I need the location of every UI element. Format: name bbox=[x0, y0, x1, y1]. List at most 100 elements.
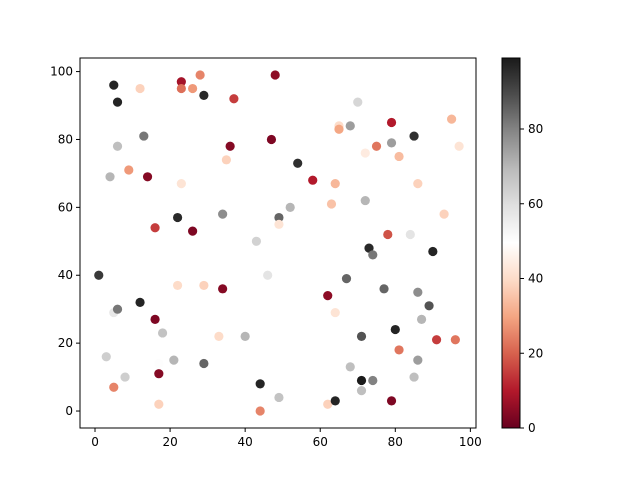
x-tick-label: 40 bbox=[238, 435, 253, 449]
plot-area: 0 20 40 60 80 100 0 20 40 60 80 100 bbox=[50, 57, 482, 449]
scatter-point bbox=[176, 77, 186, 87]
scatter-point bbox=[270, 70, 280, 80]
scatter-point bbox=[413, 287, 423, 297]
colorbar-frame bbox=[501, 57, 521, 429]
scatter-point bbox=[416, 314, 427, 324]
y-tick-label: 20 bbox=[58, 336, 73, 350]
scatter-point bbox=[120, 372, 130, 382]
scatter-point bbox=[326, 199, 337, 209]
scatter-point bbox=[195, 70, 205, 80]
y-tick-label: 0 bbox=[65, 404, 73, 418]
scatter-point bbox=[139, 131, 149, 141]
scatter-point bbox=[225, 141, 235, 151]
scatter-point bbox=[188, 83, 198, 94]
scatter-point bbox=[199, 280, 209, 291]
scatter-point bbox=[330, 178, 340, 189]
y-tick-label: 80 bbox=[58, 132, 73, 146]
scatter-point bbox=[255, 379, 265, 389]
scatter-point bbox=[424, 301, 434, 311]
scatter-point bbox=[176, 178, 186, 189]
scatter-point bbox=[274, 219, 284, 229]
scatter-point bbox=[368, 250, 378, 260]
scatter-point bbox=[323, 291, 333, 301]
scatter-point bbox=[172, 280, 183, 291]
scatter-point bbox=[274, 392, 284, 403]
scatter-point bbox=[221, 155, 231, 165]
scatter-point bbox=[124, 165, 134, 175]
scatter-point bbox=[218, 209, 228, 219]
scatter-point bbox=[112, 304, 123, 314]
scatter-point bbox=[308, 175, 318, 185]
y-tick-label: 60 bbox=[58, 200, 73, 214]
colorbar-tick-label: 60 bbox=[528, 197, 543, 211]
scatter-point bbox=[394, 345, 404, 355]
x-tick-label: 80 bbox=[388, 435, 403, 449]
scatter-point bbox=[386, 396, 397, 406]
scatter-point bbox=[154, 399, 164, 409]
scatter-point bbox=[150, 223, 160, 233]
scatter-point bbox=[105, 172, 115, 182]
x-tick-label: 20 bbox=[162, 435, 177, 449]
scatter-point bbox=[251, 236, 262, 246]
scatter-point bbox=[356, 375, 367, 386]
scatter-point bbox=[371, 141, 382, 151]
scatter-point bbox=[409, 372, 419, 382]
scatter-point bbox=[341, 274, 352, 284]
scatter-point bbox=[390, 324, 400, 335]
scatter-point bbox=[360, 195, 370, 206]
scatter-point bbox=[413, 178, 423, 189]
scatter-point bbox=[431, 335, 442, 345]
colorbar-tick-label: 0 bbox=[528, 421, 536, 435]
scatter-point bbox=[368, 375, 378, 386]
scatter-point bbox=[135, 83, 145, 94]
scatter-point bbox=[172, 212, 183, 223]
scatter-point bbox=[154, 358, 164, 369]
scatter-point bbox=[334, 124, 344, 134]
scatter-point bbox=[112, 141, 123, 151]
scatter-point bbox=[285, 202, 295, 212]
scatter-point bbox=[345, 362, 355, 372]
scatter-point bbox=[229, 94, 239, 104]
scatter-point bbox=[405, 229, 415, 240]
scatter-point bbox=[386, 117, 397, 128]
scatter-point bbox=[330, 307, 340, 318]
scatter-point bbox=[428, 246, 438, 257]
scatter-point bbox=[199, 358, 209, 369]
y-tick-label: 100 bbox=[50, 65, 73, 79]
scatter-point bbox=[450, 335, 460, 345]
scatter-point bbox=[323, 399, 333, 409]
axes-frame bbox=[79, 57, 477, 429]
scatter-point bbox=[293, 158, 303, 168]
scatter-point bbox=[169, 355, 179, 365]
scatter-point bbox=[255, 406, 265, 416]
scatter-point bbox=[383, 229, 393, 240]
scatter-point bbox=[266, 134, 277, 145]
scatter-point bbox=[379, 284, 389, 294]
scatter-point bbox=[263, 270, 273, 280]
scatter-point bbox=[109, 382, 119, 392]
scatter-point bbox=[413, 355, 423, 365]
y-tick-label: 40 bbox=[58, 268, 73, 282]
scatter-point bbox=[135, 297, 145, 308]
x-tick-label: 100 bbox=[459, 435, 482, 449]
scatter-point bbox=[356, 331, 367, 341]
scatter-point bbox=[150, 314, 160, 324]
scatter-point bbox=[218, 284, 228, 294]
scatter-point bbox=[188, 226, 198, 236]
colorbar: 0 20 40 60 80 bbox=[501, 57, 543, 435]
scatter-point bbox=[447, 114, 457, 124]
x-axis: 0 20 40 60 80 100 bbox=[91, 428, 482, 449]
scatter-point bbox=[214, 331, 224, 341]
scatter-point bbox=[199, 90, 209, 100]
scatter-point bbox=[394, 151, 404, 162]
scatter-point bbox=[240, 331, 250, 341]
scatter-point bbox=[345, 121, 355, 131]
colorbar-gradient bbox=[502, 58, 520, 428]
scatter-point bbox=[112, 97, 123, 107]
scatter-point bbox=[439, 209, 449, 219]
colorbar-tick-label: 40 bbox=[528, 272, 543, 286]
scatter-point bbox=[157, 328, 168, 338]
scatter-point bbox=[356, 386, 367, 396]
scatter-point bbox=[109, 80, 119, 90]
